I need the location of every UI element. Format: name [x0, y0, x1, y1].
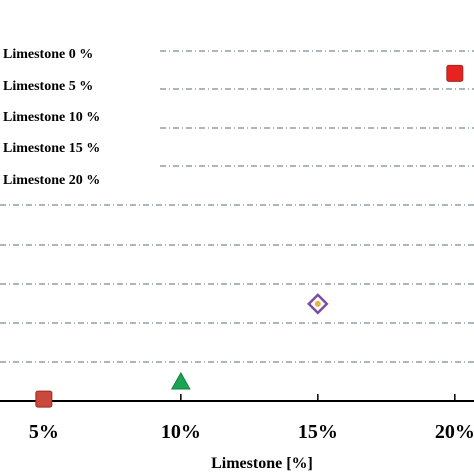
legend: Limestone 0 % Limestone 5 % Limestone 10 %…: [3, 47, 100, 188]
x-tick-label: 5%: [29, 421, 59, 443]
legend-entry: Limestone 0 %: [3, 47, 93, 62]
x-tick-label: 15%: [298, 421, 338, 443]
x-ticks: 5% 10% 15% 20%: [29, 394, 474, 443]
x-tick-label: 20%: [435, 421, 474, 443]
data-point-triangle: [170, 371, 191, 390]
x-tick-label: 10%: [161, 421, 201, 443]
data-point-square: [35, 390, 53, 408]
data-points: [35, 64, 464, 408]
legend-entry: Limestone 5 %: [3, 79, 93, 94]
data-point-square: [446, 64, 464, 82]
grid-lines: [0, 50, 474, 363]
legend-entry: Limestone 20 %: [3, 173, 100, 188]
data-point-diamond-center: [314, 300, 321, 307]
legend-entry: Limestone 15 %: [3, 141, 100, 156]
x-axis-title: Limestone [%]: [211, 455, 313, 472]
legend-entry: Limestone 10 %: [3, 110, 100, 125]
